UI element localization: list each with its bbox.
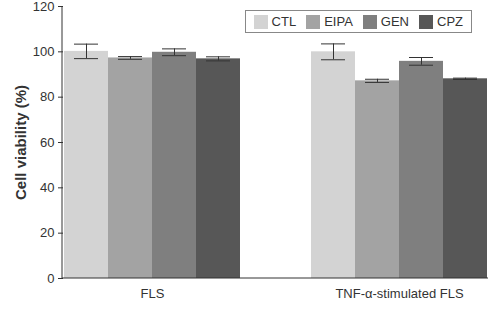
svg-text:100: 100 [33,44,55,59]
html-text:CPZ: CPZ [437,14,463,29]
svg-text:20: 20 [40,225,54,240]
svg-text:120: 120 [33,0,55,14]
svg-text:0: 0 [47,271,54,286]
svg-text:TNF-α-stimulated FLS: TNF-α-stimulated FLS [335,286,463,301]
svg-text:60: 60 [40,135,54,150]
svg-text:80: 80 [40,89,54,104]
html-text:EIPA: EIPA [324,14,353,29]
html-text:GEN: GEN [380,14,409,29]
html-text:CTL: CTL [271,14,297,29]
svg-text:FLS: FLS [141,286,165,301]
svg-text:40: 40 [40,180,54,195]
svg-text:Cell viability (%): Cell viability (%) [12,85,29,200]
